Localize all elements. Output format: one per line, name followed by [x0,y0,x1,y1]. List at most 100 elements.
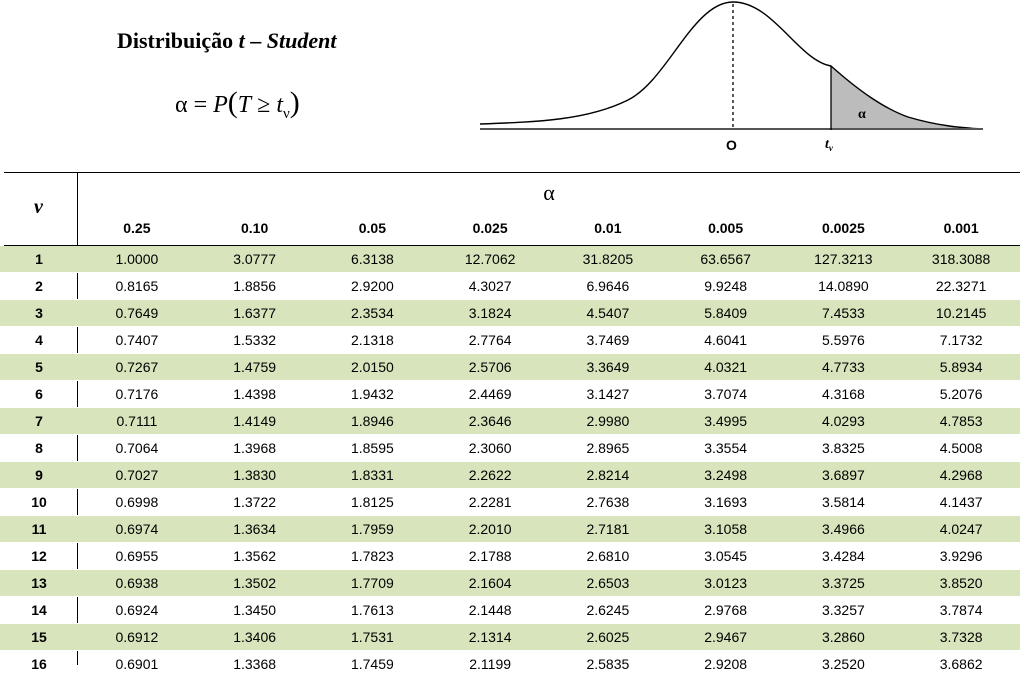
degrees-of-freedom: 6 [0,380,78,408]
degrees-of-freedom: 1 [0,246,78,273]
critical-value: 3.4284 [784,542,903,570]
critical-value: 3.4995 [666,407,785,435]
critical-value: 318.3088 [902,246,1020,273]
t-values-table: 1 1.0000 3.0777 6.3138 12.7062 31.8205 63.6567… [0,246,1020,678]
critical-value: 1.3406 [195,623,314,651]
critical-value: 1.0000 [78,246,196,273]
degrees-of-freedom: 8 [0,434,78,462]
critical-value: 3.0545 [666,542,785,570]
critical-value: 0.6924 [78,596,196,624]
critical-value: 12.7062 [431,246,549,273]
critical-value: 0.7064 [78,434,196,462]
degrees-of-freedom: 15 [0,623,78,651]
critical-value: 1.3634 [195,515,314,543]
critical-value: 1.3562 [195,542,314,570]
critical-value: 4.5407 [549,299,667,327]
title-dash: – [244,28,267,53]
critical-value: 1.8946 [313,407,432,435]
formula-nu: ν [283,105,290,122]
critical-value: 6.3138 [313,246,432,273]
critical-value: 1.3830 [195,461,314,489]
shaded-tail-region [831,66,983,130]
alpha-level: 0.10 [241,220,269,236]
page-title: Distribuição t – Student [117,28,336,54]
critical-value: 2.9200 [313,272,432,300]
header-rule [4,245,1020,246]
t-distribution-diagram: α O tν [479,1,984,153]
table-row: 7 0.7111 1.4149 1.8946 2.3646 2.9980 3.4995 4.0… [0,407,1020,435]
critical-value: 3.5814 [784,488,903,516]
table-row: 4 0.7407 1.5332 2.1318 2.7764 3.7469 4.6041 5.5… [0,326,1020,354]
critical-value: 63.6567 [666,246,785,273]
critical-value: 1.8595 [313,434,432,462]
critical-value: 1.7531 [313,623,432,651]
critical-value: 2.9208 [666,650,785,678]
corner-cell [0,215,78,241]
critical-value: 2.6245 [549,596,667,624]
table-row: 13 0.6938 1.3502 1.7709 2.1604 2.6503 3.0123 3.… [0,569,1020,597]
critical-value: 0.7176 [78,380,196,408]
table-row: 3 0.7649 1.6377 2.3534 3.1824 4.5407 5.8409 7.4… [0,299,1020,327]
critical-value: 3.3725 [784,569,903,597]
critical-value: 4.0247 [902,515,1020,543]
critical-value: 3.7469 [549,326,667,354]
critical-value: 2.5706 [431,353,549,381]
critical-value: 2.1604 [431,569,549,597]
critical-value: 127.3213 [784,246,903,273]
critical-value: 4.0293 [784,407,903,435]
formula-close: ) [289,86,300,119]
degrees-of-freedom: 16 [0,650,78,678]
critical-value: 3.1058 [666,515,785,543]
table-row: 5 0.7267 1.4759 2.0150 2.5706 3.3649 4.0321 4.7… [0,353,1020,381]
critical-value: 3.0123 [666,569,785,597]
critical-value: 2.8214 [549,461,667,489]
title-student: Student [266,28,337,53]
critical-value: 2.3060 [431,434,549,462]
degrees-of-freedom: 2 [0,272,78,300]
critical-value: 3.1824 [431,299,549,327]
critical-value: 4.1437 [902,488,1020,516]
critical-value: 3.2520 [784,650,903,678]
critical-value: 0.6998 [78,488,196,516]
critical-value: 1.8125 [313,488,432,516]
critical-value: 1.7613 [313,596,432,624]
critical-value: 3.3554 [666,434,785,462]
critical-value: 3.2498 [666,461,785,489]
table-row: 1 1.0000 3.0777 6.3138 12.7062 31.8205 63.6567… [0,246,1020,273]
degrees-of-freedom: 5 [0,353,78,381]
critical-value: 4.5008 [902,434,1020,462]
degrees-of-freedom: 3 [0,299,78,327]
critical-value: 1.8331 [313,461,432,489]
formula-t: t [276,92,283,118]
table-row: 12 0.6955 1.3562 1.7823 2.1788 2.6810 3.0545 3.… [0,542,1020,570]
table-row: 6 0.7176 1.4398 1.9432 2.4469 3.1427 3.7074 4.3… [0,380,1020,408]
alpha-label: α [858,107,866,122]
table-row: 2 0.8165 1.8856 2.9200 4.3027 6.9646 9.9248 14.… [0,272,1020,300]
critical-value: 0.6901 [78,650,196,678]
critical-value: 14.0890 [784,272,903,300]
t-nu-label: tν [825,137,834,153]
critical-value: 1.3368 [195,650,314,678]
critical-value: 2.6025 [549,623,667,651]
critical-value: 4.0321 [666,353,785,381]
alpha-level: 0.001 [943,220,979,236]
critical-value: 3.3257 [784,596,903,624]
critical-value: 0.7111 [78,407,196,435]
critical-value: 9.9248 [666,272,785,300]
formula-ge: ≥ [251,92,277,118]
table-row: 8 0.7064 1.3968 1.8595 2.3060 2.8965 3.3554 3.8… [0,434,1020,462]
critical-value: 6.9646 [549,272,667,300]
formula-open: ( [227,86,238,119]
critical-value: 3.2860 [784,623,903,651]
critical-value: 4.7733 [784,353,903,381]
critical-value: 22.3271 [902,272,1020,300]
critical-value: 2.6503 [549,569,667,597]
critical-value: 2.2281 [431,488,549,516]
critical-value: 2.9467 [666,623,785,651]
alpha-level: 0.25 [123,220,151,236]
critical-value: 1.9432 [313,380,432,408]
title-prefix: Distribuição [117,28,239,53]
critical-value: 3.1427 [549,380,667,408]
critical-value: 2.7181 [549,515,667,543]
critical-value: 1.4149 [195,407,314,435]
